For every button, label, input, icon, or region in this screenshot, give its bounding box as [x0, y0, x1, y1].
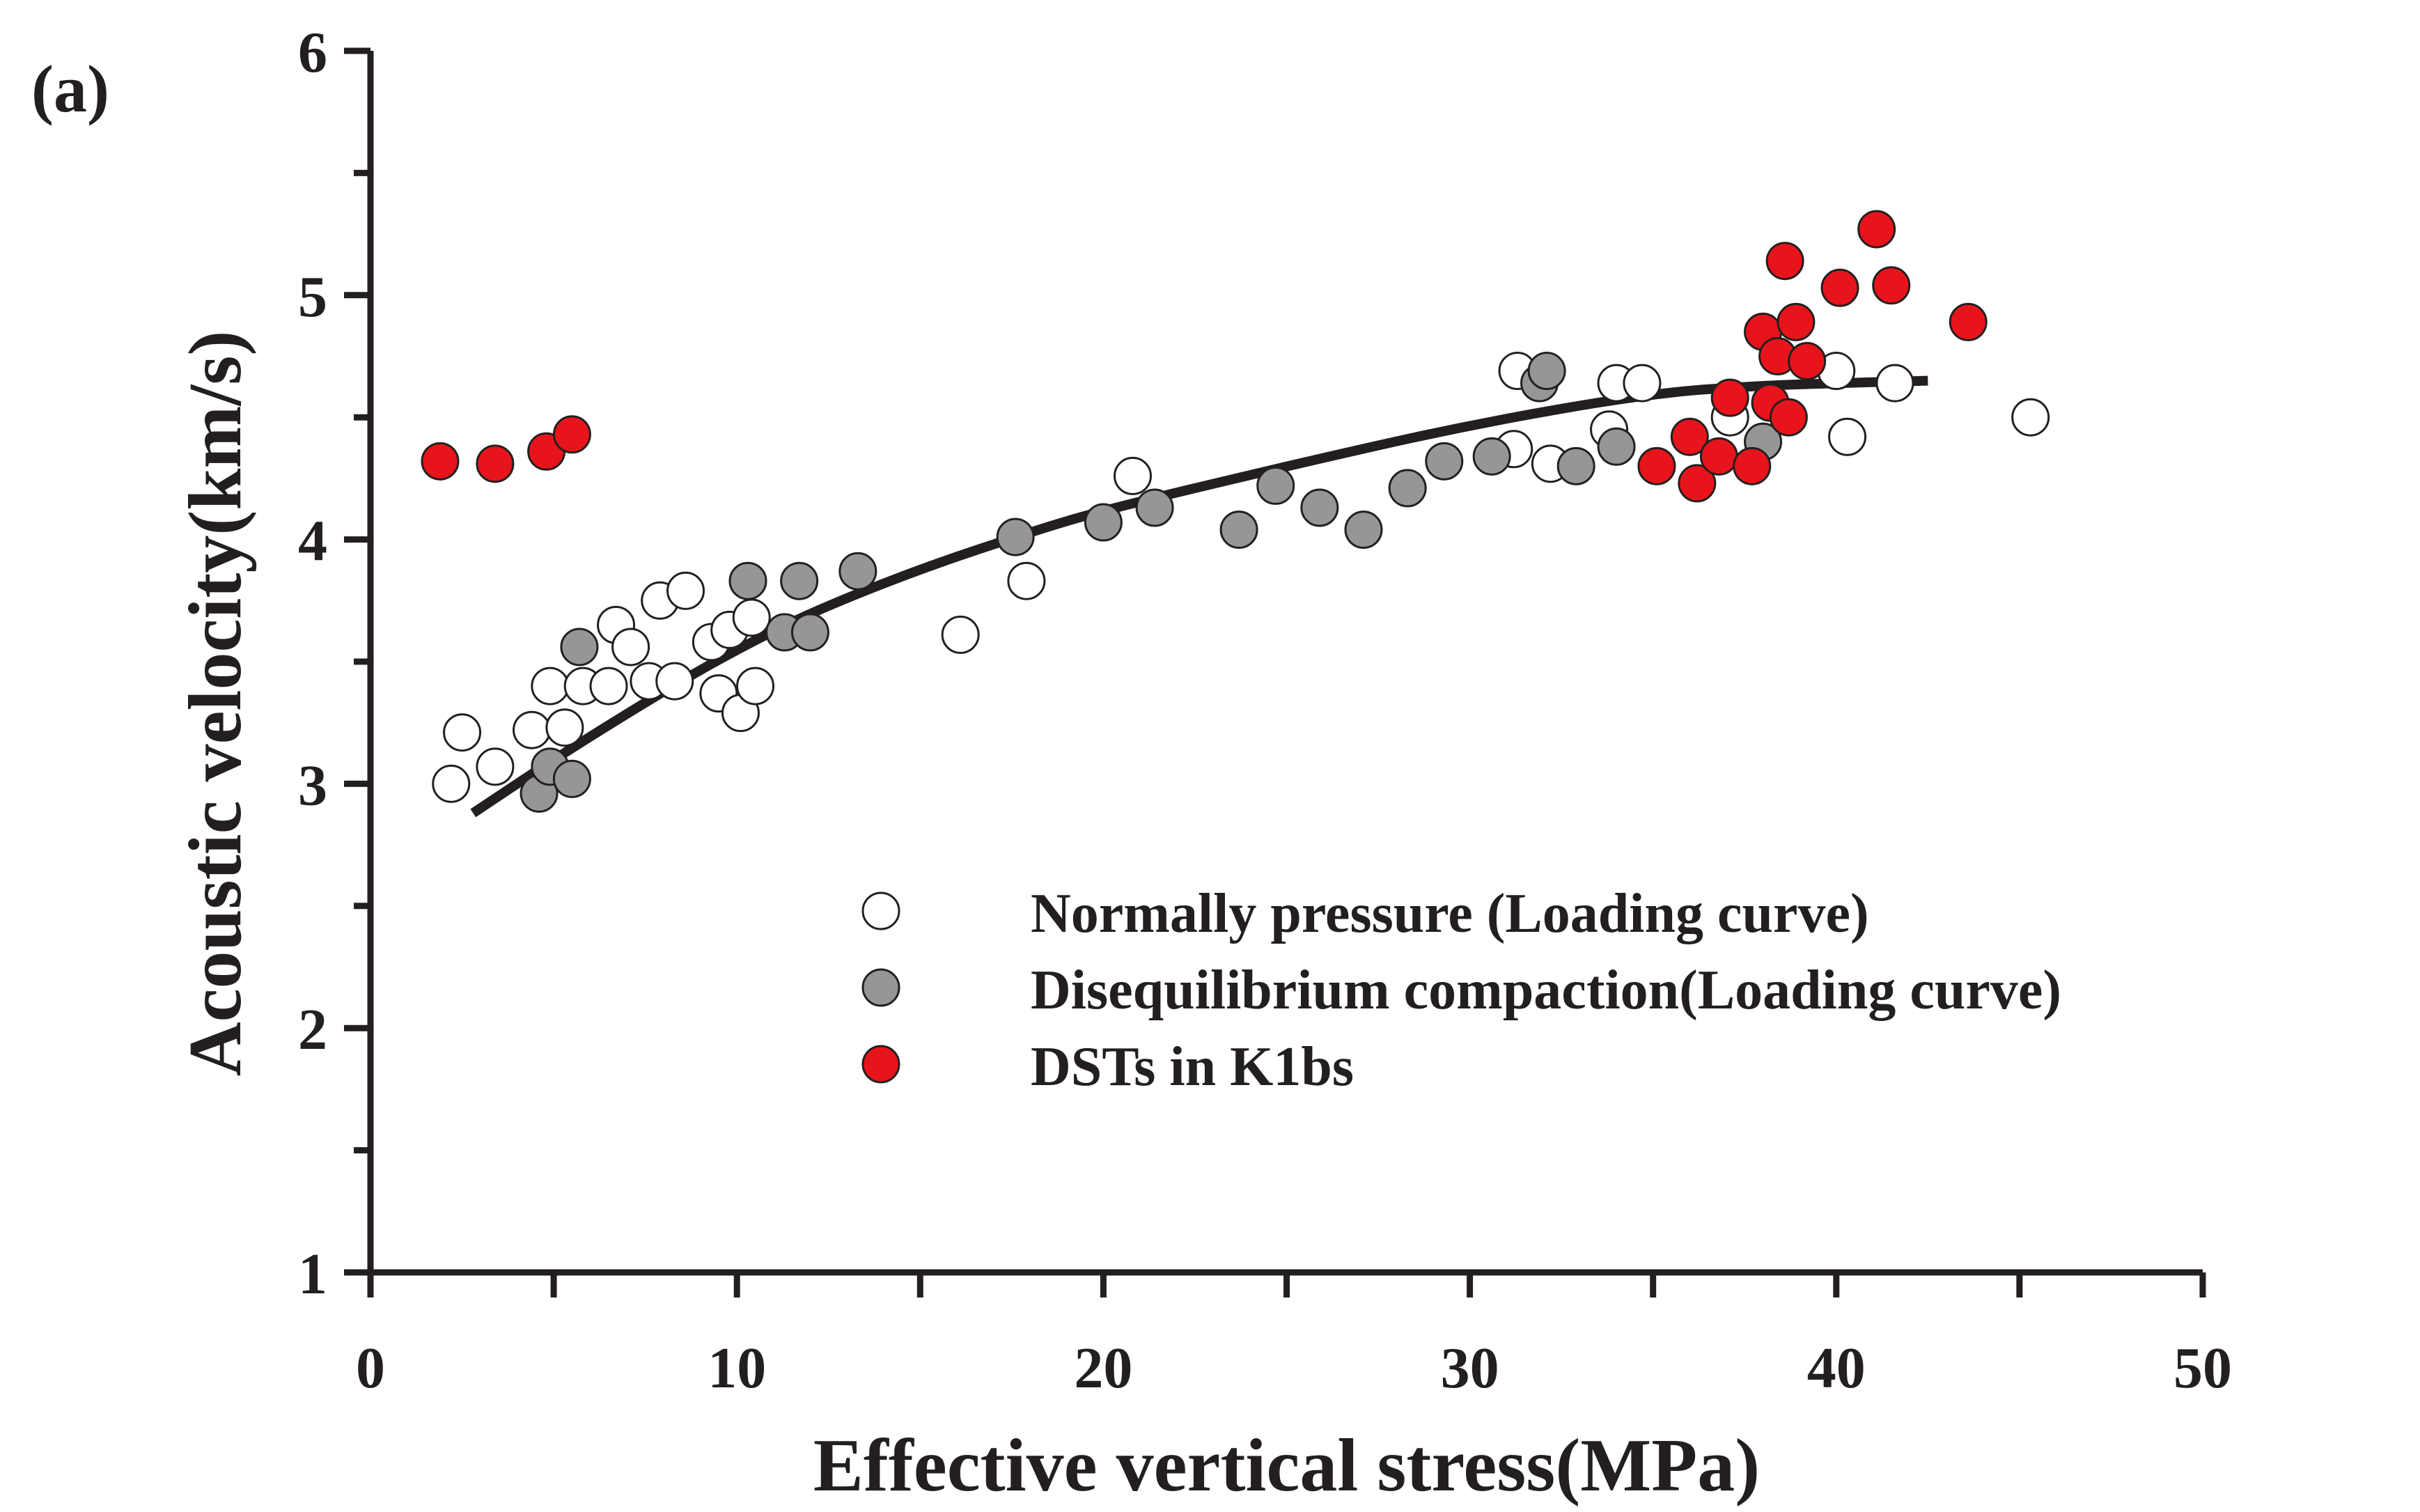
dst-point: [1699, 437, 1738, 476]
x-tick-label: 20: [1074, 1336, 1132, 1401]
legend-label-dst: DSTs in K1bs: [1031, 1036, 1354, 1098]
x-tick-label: 40: [1807, 1336, 1866, 1401]
y-tick-label: 2: [298, 997, 327, 1062]
y-tick-label: 6: [298, 20, 327, 85]
disequilibrium-point: [1344, 511, 1383, 550]
disequilibrium-point: [1425, 442, 1464, 481]
normally-pressure-point: [432, 764, 471, 803]
dst-point: [1857, 210, 1896, 249]
legend-marker-disequilibrium: [861, 968, 900, 1007]
disequilibrium-point: [838, 552, 877, 591]
legend-label-normally-pressure: Normally pressure (Loading curve): [1031, 883, 1869, 944]
y-axis-title: Acoustic velocity(km/s): [174, 331, 257, 1077]
normally-pressure-point: [1828, 417, 1867, 456]
normally-pressure-point: [655, 662, 694, 701]
dst-point: [1678, 464, 1717, 503]
disequilibrium-point: [1256, 466, 1295, 505]
disequilibrium-point: [1388, 469, 1427, 508]
normally-pressure-point: [1875, 364, 1914, 403]
disequilibrium-point: [728, 561, 767, 600]
legend: Normally pressure (Loading curve) Disequi…: [861, 883, 2061, 1098]
x-axis-title: Effective vertical stress(MPa): [813, 1424, 1760, 1507]
data-points: [421, 210, 2050, 813]
disequilibrium-point: [1135, 488, 1174, 527]
dst-point: [1949, 302, 1988, 341]
disequilibrium-point: [790, 613, 829, 652]
disequilibrium-point: [560, 628, 599, 667]
normally-pressure-point: [1113, 456, 1152, 495]
dst-point: [1670, 417, 1709, 456]
normally-pressure-point: [1007, 561, 1046, 600]
dst-point: [421, 442, 460, 481]
dst-point: [1637, 446, 1676, 485]
x-tick-label: 30: [1441, 1336, 1499, 1401]
panel-label: (a): [31, 52, 109, 126]
disequilibrium-point: [1556, 446, 1595, 485]
normally-pressure-point: [589, 667, 628, 706]
normally-pressure-point: [443, 713, 482, 752]
disequilibrium-point: [1472, 437, 1511, 476]
x-tick-label: 0: [356, 1336, 385, 1401]
normally-pressure-point: [611, 628, 650, 667]
dst-point: [1788, 342, 1827, 381]
normally-pressure-point: [513, 710, 552, 749]
dst-point: [1769, 398, 1808, 437]
normally-pressure-point: [1623, 364, 1662, 403]
legend-marker-dst: [861, 1045, 900, 1084]
normally-pressure-point: [941, 615, 980, 654]
disequilibrium-point: [1527, 352, 1566, 391]
y-tick-label: 4: [298, 509, 327, 574]
dst-point: [1777, 302, 1816, 341]
disequilibrium-point: [552, 759, 591, 798]
dst-point: [552, 415, 591, 454]
axis-ticks: 0 10 20 30 40 50 1 2 3 4 5 6: [298, 20, 2232, 1401]
legend-label-disequilibrium: Disequilibrium compaction(Loading curve): [1031, 960, 2061, 1021]
disequilibrium-point: [780, 561, 819, 600]
y-tick-label: 3: [298, 753, 327, 818]
disequilibrium-point: [996, 517, 1035, 556]
normally-pressure-point: [476, 747, 515, 786]
y-tick-label: 5: [298, 265, 327, 329]
dst-point: [1710, 378, 1749, 417]
normally-pressure-point: [545, 708, 584, 747]
disequilibrium-point: [1219, 511, 1258, 550]
normally-pressure-point: [2011, 398, 2050, 437]
dst-point: [1765, 242, 1804, 281]
disequilibrium-point: [1084, 503, 1123, 542]
normally-pressure-point: [531, 667, 570, 706]
normally-pressure-point: [736, 667, 775, 706]
y-axis-title-group: Acoustic velocity(km/s): [174, 331, 257, 1077]
y-tick-label: 1: [298, 1242, 327, 1307]
dst-point: [1733, 446, 1772, 485]
dst-point: [1820, 268, 1859, 307]
normally-pressure-point: [732, 598, 771, 637]
legend-marker-normally-pressure: [861, 891, 900, 930]
disequilibrium-point: [1597, 427, 1636, 466]
x-tick-label: 50: [2173, 1336, 2232, 1401]
dst-point: [476, 444, 515, 483]
disequilibrium-point: [1300, 488, 1339, 527]
x-tick-label: 10: [708, 1336, 766, 1401]
normally-pressure-point: [666, 571, 705, 610]
dst-point: [1872, 266, 1911, 305]
